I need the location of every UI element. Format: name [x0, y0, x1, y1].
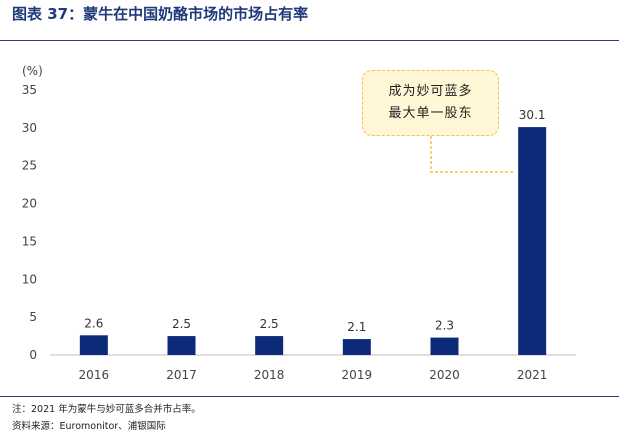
bar-2020	[430, 337, 459, 355]
bar-2017	[167, 336, 196, 355]
callout-connector	[430, 136, 515, 173]
y-tick-label: 5	[29, 310, 37, 324]
y-axis-unit-label: (%)	[22, 64, 43, 78]
bar-2018	[255, 336, 284, 355]
callout-line-1: 成为妙可蓝多	[388, 84, 473, 99]
footnote: 注：2021 年为蒙牛与妙可蓝多合并市占率。	[12, 404, 201, 415]
data-label-2019: 2.1	[347, 320, 366, 334]
y-tick-label: 30	[22, 121, 37, 135]
x-tick-label-2018: 2018	[254, 368, 285, 382]
y-tick-label: 15	[22, 234, 37, 248]
y-tick-label: 25	[22, 159, 37, 173]
bar-chart: (%) 0 5 10 15 20 25 30 35 2.6 2016 2.5 2017 2.5 2018…	[22, 64, 576, 382]
top-divider	[0, 40, 619, 41]
data-label-2021: 30.1	[519, 108, 546, 122]
x-tick-label-2021: 2021	[517, 368, 548, 382]
bar-2021	[518, 127, 547, 355]
data-label-2017: 2.5	[172, 317, 191, 331]
source-note: 资料来源：Euromonitor、浦银国际	[12, 421, 166, 432]
y-tick-label: 0	[29, 348, 37, 362]
callout-line-2: 最大单一股东	[388, 106, 473, 121]
x-tick-label-2020: 2020	[429, 368, 460, 382]
x-tick-label-2016: 2016	[79, 368, 110, 382]
data-label-2018: 2.5	[260, 317, 279, 331]
annotation-callout: 成为妙可蓝多 最大单一股东	[362, 70, 499, 136]
y-tick-label: 20	[22, 197, 37, 211]
y-tick-label: 35	[22, 83, 37, 97]
bottom-divider	[0, 396, 619, 397]
data-label-2016: 2.6	[84, 316, 103, 330]
x-tick-label-2017: 2017	[166, 368, 197, 382]
chart-title: 图表 37：蒙牛在中国奶酪市场的市场占有率	[12, 5, 309, 23]
bar-2016	[79, 335, 108, 355]
x-tick-label-2019: 2019	[342, 368, 373, 382]
data-label-2020: 2.3	[435, 319, 454, 333]
bar-2019	[342, 339, 371, 355]
y-tick-label: 10	[22, 272, 37, 286]
